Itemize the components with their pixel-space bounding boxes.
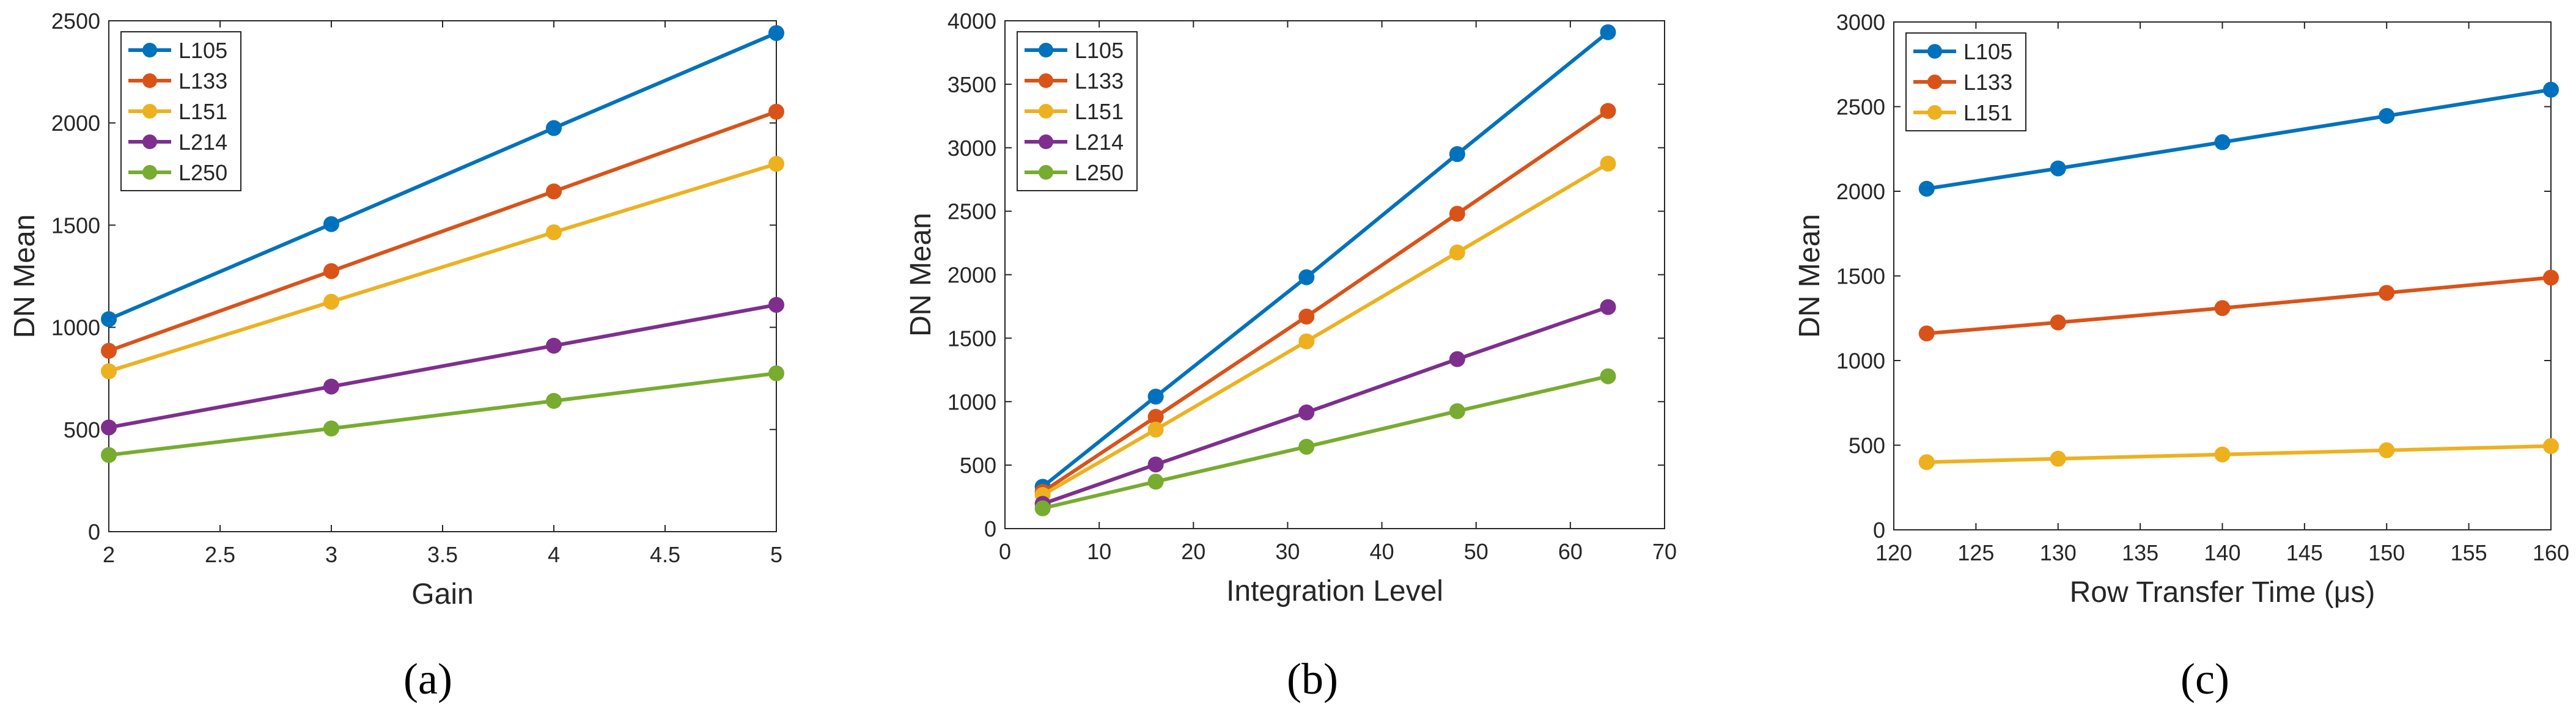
data-point-l133-a	[101, 343, 117, 359]
legend-marker-l214-a	[142, 134, 157, 149]
x-tick-label-a: 4.5	[650, 542, 680, 567]
legend-box-a	[120, 31, 241, 191]
data-point-l133-a	[546, 183, 562, 200]
caption-b: (b)	[1287, 654, 1338, 703]
data-point-l214-a	[546, 337, 562, 354]
series-line-l151-a	[108, 162, 777, 373]
series-line-l250-a	[108, 371, 777, 457]
data-point-l214-a	[323, 378, 339, 395]
y-axis-label-a: DN Mean	[9, 215, 41, 339]
legend-label-l133-a: L133	[178, 68, 227, 94]
legend-marker-l133-a	[142, 73, 157, 88]
data-point-l105-a	[323, 216, 339, 232]
legend-label-l250-a: L250	[178, 160, 227, 185]
x-tick-label-a: 2.5	[205, 542, 235, 567]
series-line-l105-a	[108, 31, 778, 321]
data-point-l250-a	[101, 447, 117, 463]
x-tick-label-a: 5	[770, 542, 782, 567]
y-tick-label-a: 2000	[51, 111, 100, 136]
y-tick-label-a: 1000	[51, 315, 100, 340]
x-tick-label-a: 2	[103, 542, 115, 567]
data-point-l250-a	[323, 420, 339, 437]
data-point-l250-a	[768, 365, 784, 381]
data-point-l151-a	[323, 293, 339, 310]
data-point-l105-a	[546, 120, 562, 136]
series-line-l133-a	[108, 109, 778, 353]
x-tick-label-a: 3	[325, 542, 337, 567]
legend-label-l151-a: L151	[178, 99, 227, 124]
x-tick-label-a: 4	[548, 542, 560, 567]
legend-marker-l250-a	[142, 165, 157, 180]
legend-marker-l105-a	[142, 43, 157, 57]
y-tick-label-a: 500	[64, 417, 100, 442]
data-point-l250-a	[546, 392, 562, 409]
data-point-l133-a	[323, 263, 339, 279]
caption-a: (a)	[403, 654, 452, 703]
data-point-l151-a	[101, 363, 117, 380]
data-point-l105-a	[768, 25, 784, 42]
data-point-l151-a	[546, 224, 562, 241]
y-tick-label-a: 2500	[51, 9, 100, 34]
y-tick-label-a: 1500	[51, 213, 100, 238]
x-axis-label-a: Gain	[411, 578, 473, 610]
data-point-l151-a	[768, 156, 784, 172]
x-tick-label-a: 3.5	[427, 542, 458, 567]
series-line-l214-a	[108, 302, 777, 430]
data-point-l214-a	[768, 296, 784, 313]
legend-label-l105-a: L105	[178, 38, 227, 63]
legend-label-l214-a: L214	[178, 130, 227, 155]
caption-c: (c)	[2180, 654, 2229, 703]
data-point-l105-a	[101, 311, 117, 328]
y-tick-label-a: 0	[88, 519, 100, 544]
data-point-l133-a	[768, 103, 784, 120]
legend-marker-l151-a	[142, 104, 157, 119]
data-point-l214-a	[101, 419, 117, 436]
